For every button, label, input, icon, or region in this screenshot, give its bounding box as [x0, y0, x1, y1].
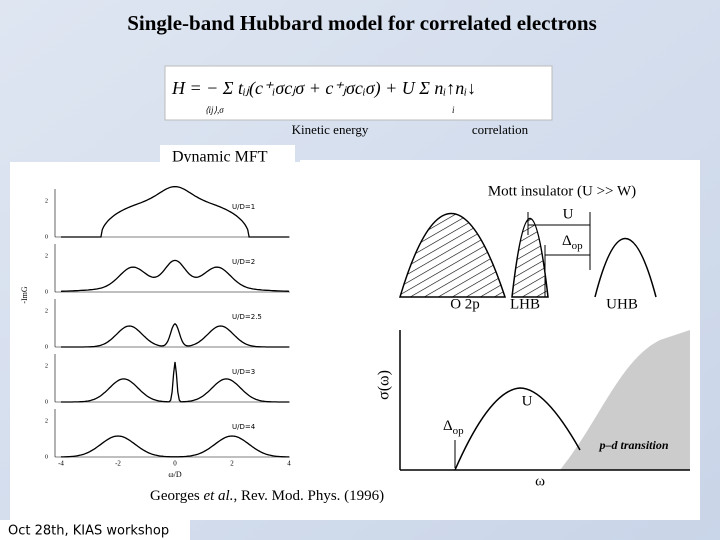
shaded-region	[560, 330, 690, 470]
lhb-band	[511, 218, 549, 298]
panel-label: U/D=1	[232, 203, 255, 211]
y-tick-label: 2	[45, 308, 48, 314]
band-label: O 2p	[450, 296, 480, 312]
citation: Georges et al., Rev. Mod. Phys. (1996)	[150, 488, 384, 504]
spectral-curve	[60, 259, 290, 292]
panel-label: U/D=3	[232, 368, 255, 376]
x-tick-label: 2	[230, 460, 234, 468]
spectral-curve	[61, 435, 289, 458]
y-label: σ(ω)	[376, 370, 393, 400]
label: U	[563, 206, 574, 222]
y-tick-label: 0	[45, 234, 48, 240]
label: U	[522, 393, 533, 409]
label: Δop	[562, 233, 583, 251]
x-tick-label: 4	[287, 460, 291, 468]
label: Kinetic energy	[292, 122, 369, 137]
mott-title: Mott insulator (U >> W)	[488, 183, 636, 199]
spectral-curve	[61, 361, 289, 403]
x-tick-label: -4	[58, 460, 64, 468]
uhb-band	[594, 237, 657, 298]
band-label: UHB	[606, 296, 638, 312]
y-tick-label: 2	[45, 253, 48, 259]
sum-index: ⟨ij⟩,σ	[205, 105, 224, 115]
y-tick-label: 2	[45, 363, 48, 369]
formula-box	[164, 65, 553, 121]
y-tick-label: 0	[45, 454, 48, 460]
optical-curve	[454, 387, 581, 471]
footer: Oct 28th, KIAS workshop	[8, 524, 169, 539]
dmft-curves	[54, 185, 290, 458]
spectral-curve	[61, 185, 289, 238]
y-tick-label: 0	[45, 399, 48, 405]
label: Δop	[443, 418, 464, 436]
spectral-curve	[61, 322, 289, 348]
sum-index: i	[452, 105, 455, 115]
y-tick-label: 2	[45, 198, 48, 204]
panel-label: U/D=2	[232, 258, 255, 266]
y-label: -ImG	[20, 286, 29, 304]
panel-label: U/D=2.5	[232, 313, 262, 321]
label: p–d transition	[598, 438, 668, 452]
y-tick-label: 0	[45, 344, 48, 350]
o2p-band	[398, 213, 507, 298]
y-tick-label: 2	[45, 418, 48, 424]
x-tick-label: -2	[115, 460, 121, 468]
band-label: LHB	[510, 296, 540, 312]
title: Single-band Hubbard model for correlated…	[127, 11, 597, 35]
heading: Dynamic MFT	[172, 149, 268, 166]
label: correlation	[472, 122, 529, 137]
x-label: ω/D	[168, 470, 181, 479]
x-label: ω	[535, 473, 545, 489]
panel-label: U/D=4	[232, 423, 256, 431]
y-tick-label: 0	[45, 289, 48, 295]
formula: H = − Σ tᵢⱼ(c⁺ᵢσcⱼσ + c⁺ⱼσcᵢσ) + U Σ nᵢ↑…	[171, 78, 476, 99]
footer-box	[0, 520, 190, 540]
x-tick-label: 0	[173, 460, 177, 468]
